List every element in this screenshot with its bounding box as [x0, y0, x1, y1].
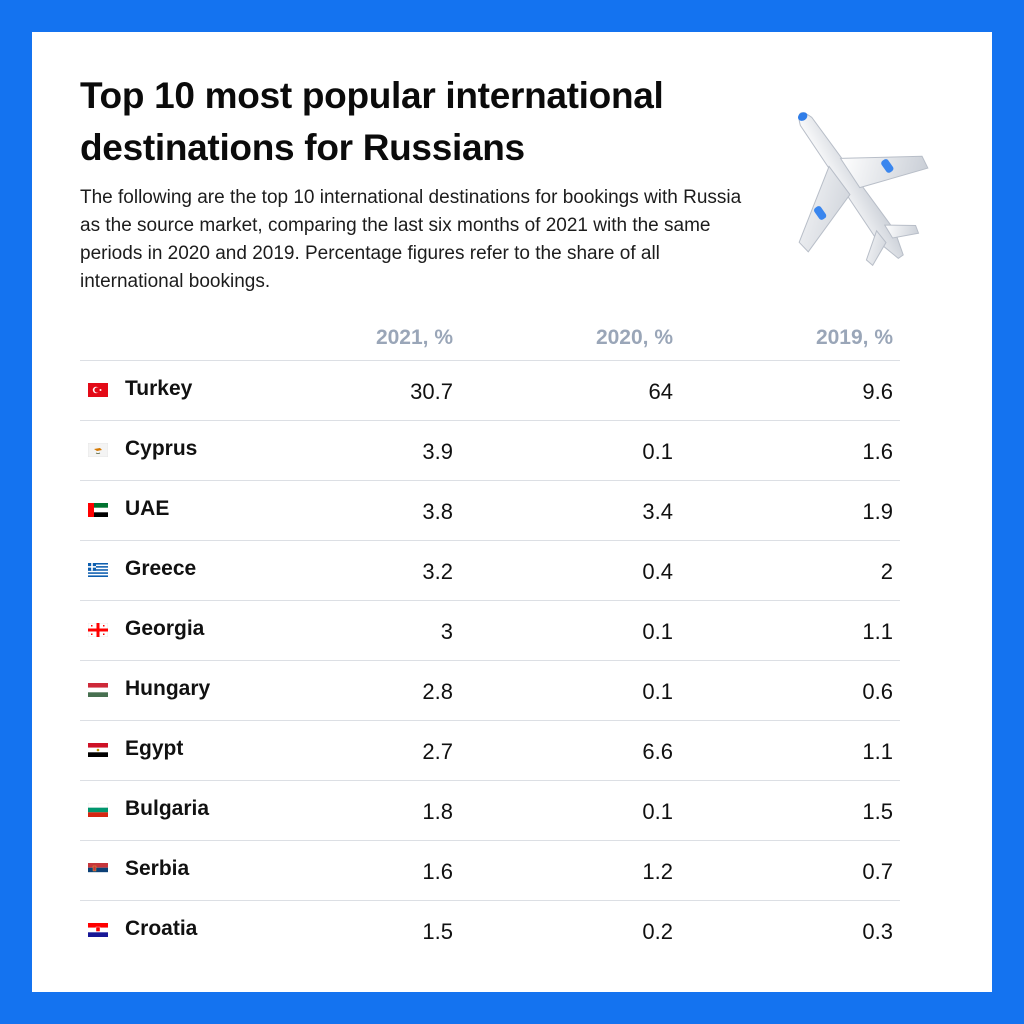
value-2020: 64	[648, 379, 673, 404]
column-header-2019: 2019, %	[815, 326, 893, 349]
value-2020: 0.1	[642, 799, 673, 824]
greece-flag-icon	[88, 563, 108, 577]
destinations-table: 2021, % 2020, % 2019, % Turkey 30.7 64 9.6 C…	[80, 322, 900, 960]
georgia-flag-icon	[88, 623, 108, 637]
turkey-flag-icon	[88, 383, 108, 397]
value-2021: 30.7	[410, 379, 453, 404]
cyprus-flag-icon	[88, 443, 108, 457]
table-row: Hungary 2.8 0.1 0.6	[80, 661, 900, 721]
table-row: UAE 3.8 3.4 1.9	[80, 481, 900, 541]
value-2021: 2.8	[422, 679, 453, 704]
column-header-2021: 2021, %	[375, 326, 453, 349]
value-2019: 1.6	[862, 439, 893, 464]
intro-text: The following are the top 10 internation…	[80, 187, 742, 292]
value-2020: 0.4	[642, 559, 673, 584]
value-2021: 1.8	[422, 799, 453, 824]
table-row: Georgia 3 0.1 1.1	[80, 601, 900, 661]
table-row: Cyprus 3.9 0.1 1.6	[80, 421, 900, 481]
country-name: Egypt	[125, 737, 184, 760]
infographic-card: Top 10 most popular international destin…	[32, 32, 992, 992]
value-2019: 2	[880, 559, 893, 584]
croatia-flag-icon	[88, 923, 108, 937]
table-body: Turkey 30.7 64 9.6 Cyprus 3.9 0.1 1.6 UAE 3.8 3.4 1…	[80, 361, 900, 960]
value-2019: 0.3	[862, 919, 893, 944]
country-name: Croatia	[125, 917, 198, 940]
table-row: Greece 3.2 0.4 2	[80, 541, 900, 601]
egypt-flag-icon	[88, 743, 108, 757]
value-2021: 3	[440, 619, 453, 644]
value-2021: 1.5	[422, 919, 453, 944]
value-2021: 3.2	[422, 559, 453, 584]
value-2020: 0.1	[642, 679, 673, 704]
column-header-2020: 2020, %	[595, 326, 673, 349]
value-2019: 1.5	[862, 799, 893, 824]
value-2019: 1.9	[862, 499, 893, 524]
country-name: Bulgaria	[125, 797, 210, 820]
table-header: 2021, % 2020, % 2019, %	[80, 322, 900, 361]
value-2019: 0.6	[862, 679, 893, 704]
value-2020: 0.1	[642, 619, 673, 644]
table-row: Egypt 2.7 6.6 1.1	[80, 721, 900, 781]
country-name: UAE	[125, 497, 170, 520]
bulgaria-flag-icon	[88, 803, 108, 817]
country-name: Hungary	[125, 677, 211, 700]
value-2020: 1.2	[642, 859, 673, 884]
country-name: Greece	[125, 557, 197, 580]
serbia-flag-icon	[88, 863, 108, 877]
value-2020: 3.4	[642, 499, 673, 524]
value-2021: 3.8	[422, 499, 453, 524]
uae-flag-icon	[88, 503, 108, 517]
value-2021: 1.6	[422, 859, 453, 884]
value-2020: 0.1	[642, 439, 673, 464]
country-name: Turkey	[125, 377, 193, 400]
table-row: Croatia 1.5 0.2 0.3	[80, 901, 900, 960]
table-row: Turkey 30.7 64 9.6	[80, 361, 900, 421]
page-title: Top 10 most popular international destin…	[80, 75, 664, 168]
value-2021: 3.9	[422, 439, 453, 464]
value-2019: 1.1	[862, 739, 893, 764]
value-2019: 9.6	[862, 379, 893, 404]
value-2019: 0.7	[862, 859, 893, 884]
country-name: Cyprus	[125, 437, 198, 460]
value-2020: 6.6	[642, 739, 673, 764]
value-2020: 0.2	[642, 919, 673, 944]
country-name: Georgia	[125, 617, 205, 640]
table-row: Serbia 1.6 1.2 0.7	[80, 841, 900, 901]
country-name: Serbia	[125, 857, 190, 880]
table-row: Bulgaria 1.8 0.1 1.5	[80, 781, 900, 841]
value-2021: 2.7	[422, 739, 453, 764]
value-2019: 1.1	[862, 619, 893, 644]
airplane-icon	[797, 112, 929, 267]
hungary-flag-icon	[88, 683, 108, 697]
